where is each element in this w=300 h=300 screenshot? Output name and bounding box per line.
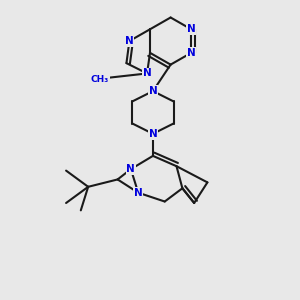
- Text: N: N: [125, 36, 134, 46]
- Text: N: N: [187, 24, 196, 34]
- Text: CH₃: CH₃: [91, 75, 109, 84]
- Text: N: N: [127, 164, 135, 174]
- Text: N: N: [134, 188, 142, 198]
- Text: N: N: [187, 48, 196, 58]
- Text: N: N: [148, 86, 157, 96]
- Text: N: N: [148, 129, 157, 139]
- Text: N: N: [143, 68, 152, 78]
